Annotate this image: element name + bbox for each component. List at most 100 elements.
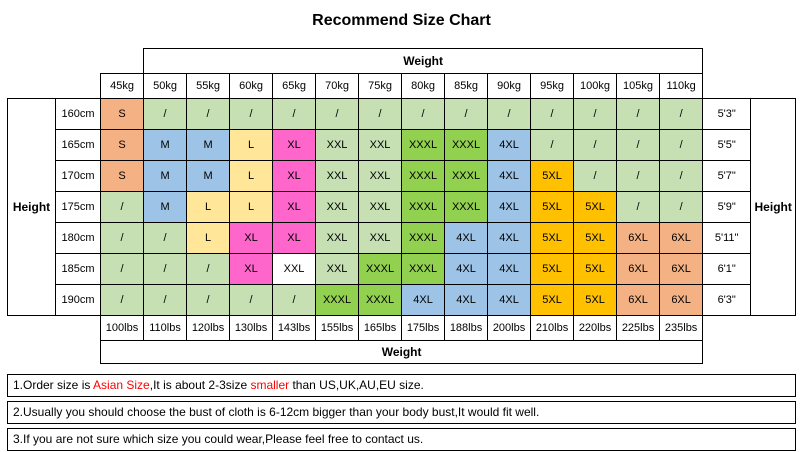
kg-header: 45kg [99, 73, 145, 99]
note-text-segment: Asian Size [93, 378, 150, 392]
lbs-header: 155lbs [315, 315, 360, 341]
lbs-header: 225lbs [616, 315, 661, 341]
size-cell: XXXL [401, 191, 446, 223]
height-cm-label: 160cm [55, 98, 101, 130]
spacer-bottom-left [7, 340, 101, 364]
size-cell: S [99, 129, 145, 161]
spacer-bottom-right [702, 340, 796, 364]
spacer-kg-left [7, 73, 101, 99]
size-cell: / [659, 160, 704, 192]
size-cell: 5XL [530, 222, 575, 254]
notes-section: 1.Order size is Asian Size,It is about 2… [7, 374, 796, 451]
size-cell: L [229, 129, 274, 161]
size-cell: / [401, 98, 446, 130]
lbs-header: 200lbs [487, 315, 532, 341]
height-cm-label: 175cm [55, 191, 101, 223]
page-title: Recommend Size Chart [312, 12, 491, 29]
height-ft-label: 5'3" [702, 98, 752, 130]
size-cell: 5XL [573, 253, 618, 285]
size-cell: 4XL [487, 129, 532, 161]
height-ft-label: 6'3" [702, 284, 752, 316]
size-cell: XXL [315, 160, 360, 192]
lbs-header: 220lbs [573, 315, 618, 341]
size-cell: S [99, 98, 145, 130]
height-cm-label: 180cm [55, 222, 101, 254]
size-cell: 5XL [530, 284, 575, 316]
size-cell: 4XL [487, 160, 532, 192]
size-cell: / [659, 191, 704, 223]
size-cell: 5XL [573, 191, 618, 223]
size-cell: 4XL [487, 253, 532, 285]
size-cell: L [186, 222, 231, 254]
size-cell: / [229, 284, 274, 316]
size-cell: 6XL [616, 222, 661, 254]
size-cell: 6XL [616, 284, 661, 316]
lbs-header: 130lbs [229, 315, 274, 341]
height-cm-label: 190cm [55, 284, 101, 316]
size-cell: M [143, 160, 188, 192]
size-cell: / [143, 98, 188, 130]
kg-header: 110kg [659, 73, 704, 99]
size-cell: 4XL [401, 284, 446, 316]
size-cell: 6XL [659, 253, 704, 285]
size-cell: M [143, 129, 188, 161]
size-cell: XL [272, 222, 317, 254]
size-cell: / [659, 98, 704, 130]
height-cm-label: 165cm [55, 129, 101, 161]
size-cell: XL [272, 191, 317, 223]
size-cell: XXL [358, 222, 403, 254]
size-cell: XXXL [444, 191, 489, 223]
lbs-header: 235lbs [659, 315, 704, 341]
size-cell: 6XL [659, 284, 704, 316]
size-cell: 4XL [444, 253, 489, 285]
lbs-header: 165lbs [358, 315, 403, 341]
size-cell: / [143, 222, 188, 254]
size-cell: / [358, 98, 403, 130]
lbs-header: 110lbs [143, 315, 188, 341]
size-cell: XL [229, 222, 274, 254]
size-cell: 5XL [573, 222, 618, 254]
size-cell: / [573, 98, 618, 130]
kg-header: 100kg [573, 73, 618, 99]
size-cell: 5XL [530, 191, 575, 223]
size-cell: M [186, 129, 231, 161]
size-cell: XXXL [401, 253, 446, 285]
size-cell: XXL [358, 191, 403, 223]
size-cell: M [186, 160, 231, 192]
size-cell: / [186, 253, 231, 285]
size-cell: XXL [315, 129, 360, 161]
spacer-kg-right [702, 73, 796, 99]
note-text-segment: 3.If you are not sure which size you cou… [13, 432, 424, 446]
size-cell: / [272, 98, 317, 130]
size-cell: 4XL [487, 284, 532, 316]
note-text-segment: ,It is about 2-3size [149, 378, 251, 392]
height-ft-label: 5'5" [702, 129, 752, 161]
size-cell: / [444, 98, 489, 130]
size-cell: / [99, 253, 145, 285]
size-cell: / [143, 253, 188, 285]
size-cell: 4XL [487, 191, 532, 223]
lbs-header: 188lbs [444, 315, 489, 341]
size-cell: / [616, 129, 661, 161]
size-cell: / [315, 98, 360, 130]
kg-header: 60kg [229, 73, 274, 99]
size-cell: S [99, 160, 145, 192]
note-text-segment: than US,UK,AU,EU size. [289, 378, 424, 392]
size-cell: XXXL [401, 222, 446, 254]
weight-bottom-header: Weight [99, 340, 704, 364]
size-cell: L [186, 191, 231, 223]
kg-header: 80kg [401, 73, 446, 99]
size-cell: XL [272, 129, 317, 161]
size-cell: / [616, 191, 661, 223]
lbs-header: 175lbs [401, 315, 446, 341]
height-ft-label: 6'1" [702, 253, 752, 285]
height-ft-label: 5'9" [702, 191, 752, 223]
size-cell: / [616, 98, 661, 130]
note-line-1: 1.Order size is Asian Size,It is about 2… [7, 374, 796, 397]
kg-header: 75kg [358, 73, 403, 99]
size-cell: / [272, 284, 317, 316]
spacer-lbs-left [7, 315, 101, 341]
size-cell: XL [272, 160, 317, 192]
note-line-3: 3.If you are not sure which size you cou… [7, 428, 796, 451]
